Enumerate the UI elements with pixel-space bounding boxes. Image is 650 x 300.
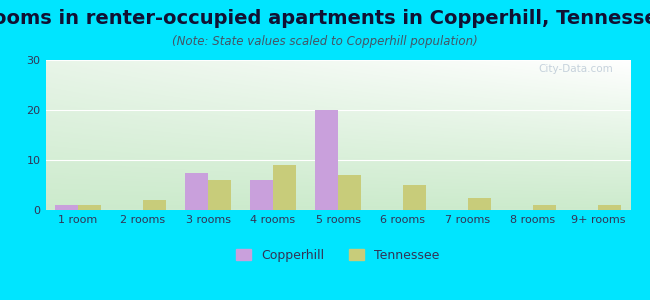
- Bar: [78, 205, 101, 210]
- Text: Rooms in renter-occupied apartments in Copperhill, Tennessee: Rooms in renter-occupied apartments in C…: [0, 9, 650, 28]
- Bar: [208, 180, 231, 210]
- Bar: [273, 165, 296, 210]
- Bar: [533, 205, 556, 210]
- Bar: [250, 180, 273, 210]
- Bar: [315, 110, 338, 210]
- Text: City-Data.com: City-Data.com: [538, 64, 613, 74]
- Text: (Note: State values scaled to Copperhill population): (Note: State values scaled to Copperhill…: [172, 34, 478, 47]
- Bar: [598, 205, 621, 210]
- Bar: [185, 172, 208, 210]
- Bar: [403, 185, 426, 210]
- Legend: Copperhill, Tennessee: Copperhill, Tennessee: [231, 244, 445, 267]
- Bar: [468, 197, 491, 210]
- Bar: [143, 200, 166, 210]
- Bar: [55, 205, 78, 210]
- Bar: [338, 175, 361, 210]
